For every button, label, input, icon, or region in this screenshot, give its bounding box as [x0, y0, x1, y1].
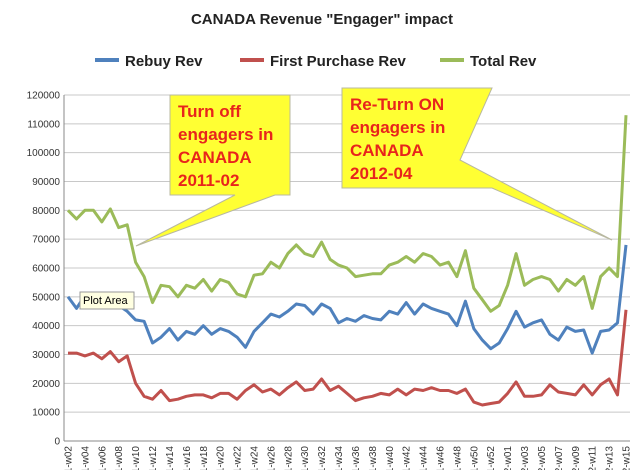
x-tick-label: 2011-w32 [317, 446, 328, 470]
x-tick-label: 2011-w40 [385, 446, 396, 470]
x-tick-label: 2011-w16 [182, 446, 193, 470]
callout-text: engagers in [178, 125, 273, 144]
x-tick-label: 2011-w18 [199, 446, 210, 470]
tooltip: Plot Area [79, 291, 135, 310]
x-tick-label: 2011-w12 [148, 446, 159, 470]
x-tick-label: 2011-w04 [80, 446, 91, 470]
x-tick-label: 2012-w05 [537, 446, 548, 470]
y-tick-label: 60000 [32, 264, 60, 275]
callout-box [341, 87, 613, 241]
x-tick-label: 2011-w52 [486, 446, 497, 470]
x-tick-label: 2012-w11 [588, 446, 599, 470]
callout: Re-Turn ON engagers in CANADA 2012-04 [341, 87, 613, 241]
y-tick-label: 70000 [32, 235, 60, 246]
series-line [68, 309, 628, 407]
x-tick-label: 2011-w24 [250, 446, 261, 470]
y-tick-label: 40000 [32, 321, 60, 332]
y-tick-label: 120000 [27, 91, 61, 102]
y-tick-label: 30000 [32, 350, 60, 361]
x-tick-label: 2012-w09 [571, 446, 582, 470]
x-tick-label: 2011-w20 [216, 446, 227, 470]
series-line [66, 115, 628, 313]
y-tick-label: 0 [54, 437, 60, 448]
callout: Turn off engagers in CANADA 2011-02 [135, 94, 291, 247]
x-tick-label: 2011-w08 [114, 446, 125, 470]
x-tick-label: 2011-w26 [266, 446, 277, 470]
x-tick-label: 2011-w10 [131, 446, 142, 470]
tooltip-box [79, 291, 135, 310]
x-tick-label: 2011-w22 [233, 446, 244, 470]
legend-label: Total Rev [470, 53, 537, 70]
callout-text: Re-Turn ON [350, 95, 444, 114]
x-tick-label: 2012-w01 [503, 446, 514, 470]
x-tick-label: 2011-w30 [300, 446, 311, 470]
callout-text: CANADA [178, 148, 252, 167]
callout-text: Turn off [178, 102, 241, 121]
callout-text: engagers in [350, 118, 445, 137]
y-tick-label: 50000 [32, 292, 60, 303]
chart-title: CANADA Revenue "Engager" impact [191, 11, 453, 28]
callout-text: 2012-04 [350, 164, 413, 183]
x-tick-label: 2011-w44 [419, 446, 430, 470]
x-tick-label: 2011-w46 [436, 446, 447, 470]
series-line [66, 244, 628, 355]
y-tick-label: 100000 [27, 148, 61, 159]
legend-label: Rebuy Rev [125, 53, 203, 70]
x-tick-label: 2011-w06 [97, 446, 108, 470]
y-tick-label: 80000 [32, 206, 60, 217]
legend-label: First Purchase Rev [270, 53, 407, 70]
x-tick-label: 2011-w38 [368, 446, 379, 470]
x-tick-label: 2012-w13 [605, 446, 616, 470]
x-tick-label: 2012-w15 [622, 446, 633, 470]
x-tick-label: 2011-w36 [351, 446, 362, 470]
x-tick-label: 2011-w02 [64, 446, 75, 470]
y-tick-label: 90000 [32, 177, 60, 188]
x-tick-label: 2011-w34 [334, 446, 345, 470]
x-tick-label: 2012-w07 [554, 446, 565, 470]
callout-text: 2011-02 [178, 171, 239, 190]
callout-text: CANADA [350, 141, 424, 160]
x-tick-label: 2011-w42 [402, 446, 413, 470]
y-tick-label: 110000 [27, 119, 60, 130]
x-tick-label: 2011-w50 [469, 446, 480, 470]
y-tick-label: 10000 [32, 408, 60, 419]
x-tick-label: 2012-w03 [520, 446, 531, 470]
x-tick-label: 2011-w28 [283, 446, 294, 470]
tooltip-text: Plot Area [83, 295, 129, 307]
x-tick-label: 2011-w48 [452, 446, 463, 470]
x-tick-label: 2011-w14 [165, 446, 176, 470]
y-tick-label: 20000 [32, 379, 60, 390]
callout-box [135, 94, 291, 247]
